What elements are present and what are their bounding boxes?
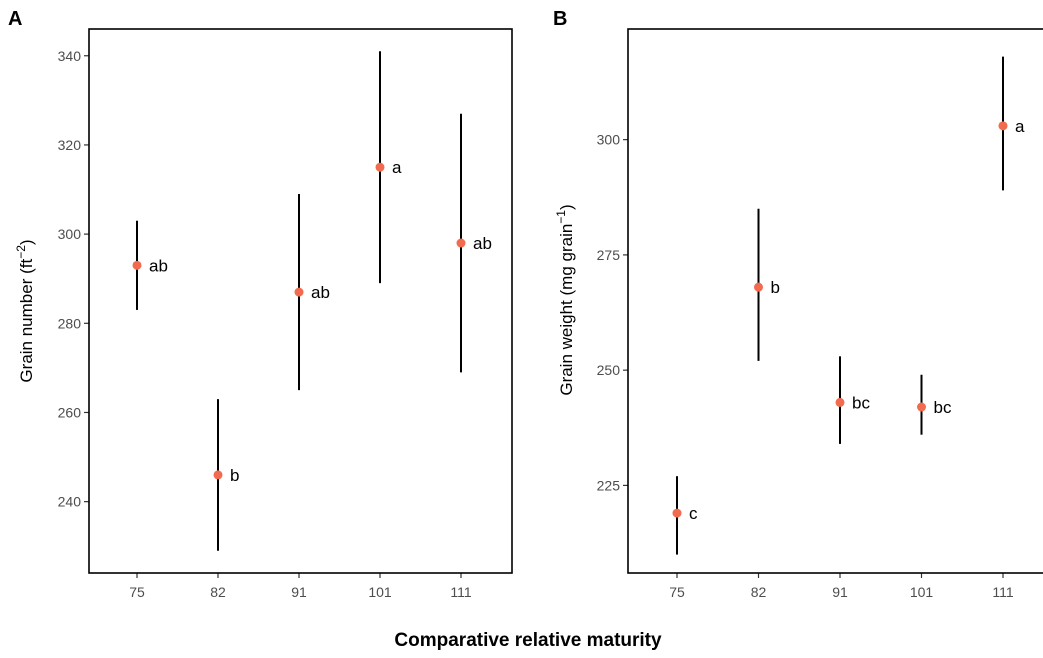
- panel-b-data-point: [835, 397, 845, 407]
- panel-b-data-point: [917, 402, 926, 412]
- panel-b-x-tick-label: 111: [992, 584, 1013, 600]
- panel-b-frame: [627, 28, 1043, 574]
- panel-b-data-point: [998, 121, 1008, 131]
- panel-a-data-point: [213, 470, 223, 480]
- panel-b-significance-label: bc: [934, 398, 952, 417]
- panel-b-x-tick-label: 91: [832, 584, 848, 600]
- panel-a-y-axis-title: Grain number (ft−2): [14, 239, 36, 382]
- panel-b-data-point: [672, 508, 682, 518]
- panel-a: A Grain number (ft−2) 240 260 280 300 320 340…: [8, 8, 513, 600]
- panel-a-frame: [88, 28, 513, 574]
- panel-a-x-tick-label: 91: [291, 584, 307, 600]
- panel-a-x-tick-label: 75: [129, 584, 145, 600]
- panel-a-significance-label: ab: [149, 256, 168, 275]
- panel-b-y-axis-title: Grain weight (mg grain−1): [554, 204, 576, 395]
- panel-b-data-point: [754, 282, 763, 292]
- panel-a-significance-label: b: [230, 466, 239, 485]
- panel-a-data-point: [132, 260, 142, 270]
- panel-a-data-point: [294, 287, 304, 297]
- figure-x-axis-title: Comparative relative maturity: [394, 630, 662, 651]
- panel-a-y-tick-label: 240: [58, 494, 82, 510]
- panel-a-x-tick-label: 82: [210, 584, 226, 600]
- panel-b-y-tick-label: 225: [597, 477, 621, 493]
- panel-b-significance-label: c: [689, 504, 698, 523]
- panel-a-y-tick-label: 320: [58, 137, 82, 153]
- panel-a-y-tick-label: 260: [58, 404, 82, 420]
- panel-a-x-tick-label: 101: [368, 584, 392, 600]
- panel-a-significance-label: ab: [311, 283, 330, 302]
- panel-a-y-tick-label: 280: [58, 315, 82, 331]
- panel-a-letter: A: [8, 8, 22, 30]
- panel-b-significance-label: a: [1015, 117, 1025, 136]
- panel-b-y-tick-label: 275: [597, 247, 621, 263]
- panel-a-data-point: [456, 238, 466, 248]
- panel-b-letter: B: [553, 8, 567, 30]
- panel-b-y-tick-label: 300: [597, 132, 621, 148]
- panel-a-data-point: [375, 162, 385, 172]
- panel-a-significance-label: ab: [473, 234, 492, 253]
- panel-a-marks: 240 260 280 300 320 340 75 82 91 101 111 ab b ab a ab: [58, 48, 492, 600]
- panel-b-x-tick-label: 101: [910, 584, 934, 600]
- panel-b-significance-label: b: [771, 278, 780, 297]
- panel-b-x-tick-label: 82: [751, 584, 767, 600]
- panel-a-y-tick-label: 300: [58, 226, 82, 242]
- panel-b: B Grain weight (mg grain−1) 225 250 275 300…: [553, 8, 1043, 600]
- panel-a-y-tick-label: 340: [58, 48, 82, 64]
- panel-b-x-tick-label: 75: [669, 584, 685, 600]
- panel-b-y-tick-label: 250: [597, 362, 621, 378]
- panel-a-x-tick-label: 111: [450, 584, 471, 600]
- panel-b-significance-label: bc: [852, 393, 870, 412]
- panel-b-marks: 225 250 275 300 75 82 91 101 111 c b bc bc a: [597, 56, 1025, 600]
- panel-a-significance-label: a: [392, 158, 402, 177]
